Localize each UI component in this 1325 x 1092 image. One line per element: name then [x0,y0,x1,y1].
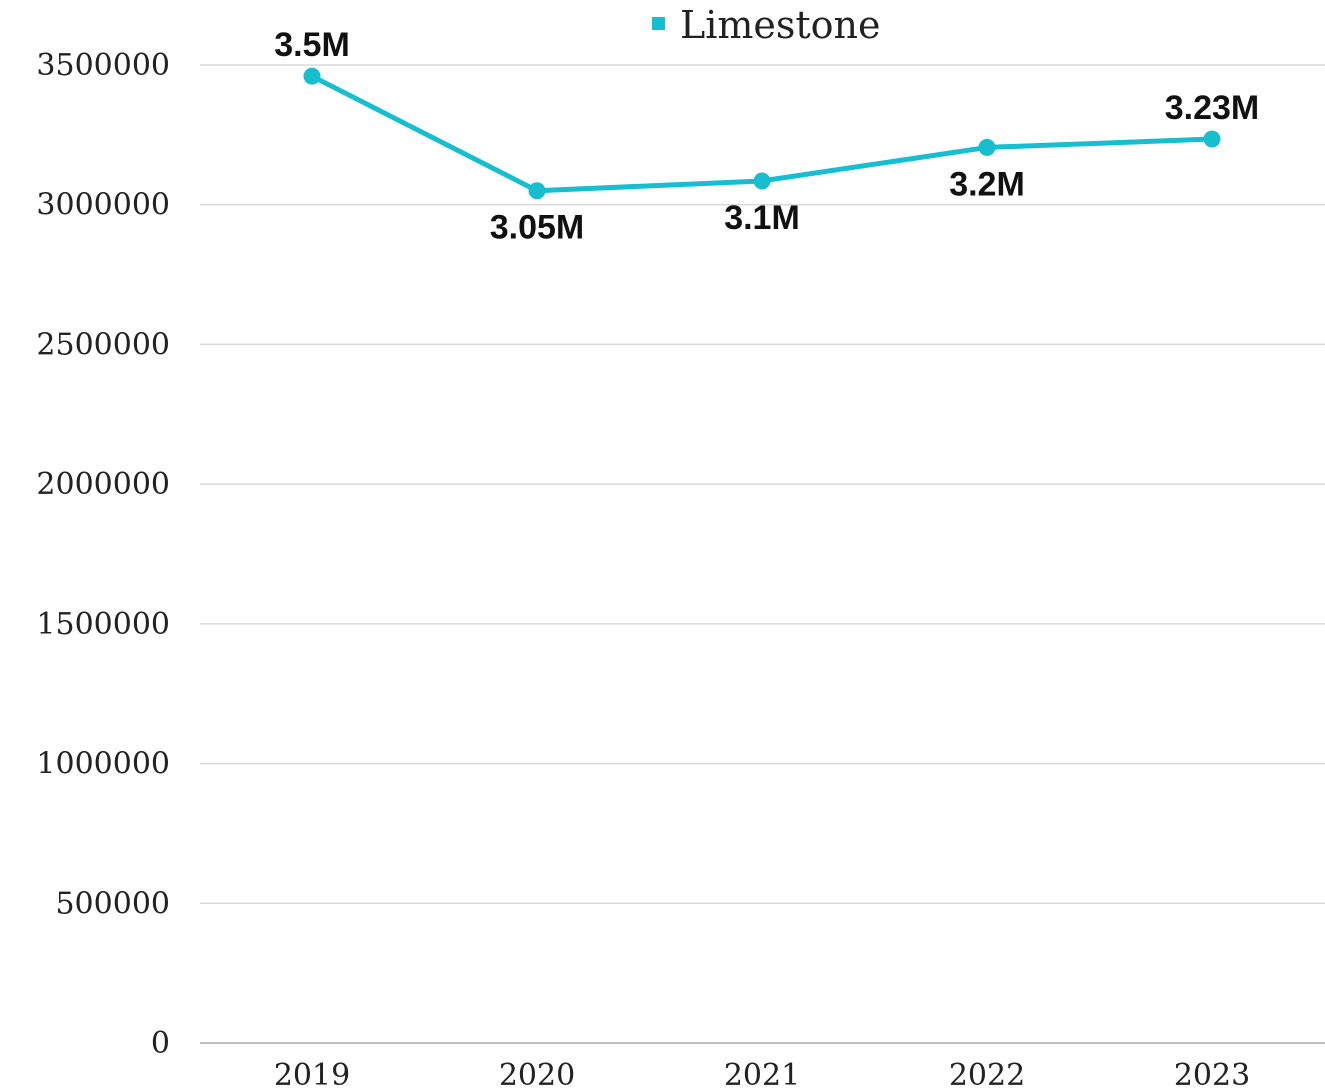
y-tick-label: 3000000 [36,188,170,223]
y-tick-label: 3500000 [36,48,170,83]
x-tick-label: 2019 [274,1058,350,1092]
data-point[interactable] [1203,130,1221,148]
y-tick-label: 500000 [55,886,170,921]
data-point[interactable] [528,182,546,200]
y-tick-label: 0 [151,1026,170,1061]
data-label: 3.05M [490,209,585,247]
data-label: 3.2M [949,165,1025,203]
x-tick-label: 2021 [724,1058,800,1092]
series-limestone [303,67,1221,200]
y-axis-ticks: 0 500000 1000000 1500000 2000000 2500000 30000… [36,48,170,1061]
data-labels: 3.5M 3.05M 3.1M 3.2M 3.23M [274,26,1259,247]
legend-marker [652,17,665,30]
legend-label: Limestone [680,3,881,47]
y-tick-label: 2500000 [36,327,170,362]
x-tick-label: 2020 [499,1058,575,1092]
y-tick-label: 1000000 [36,747,170,782]
y-tick-label: 2000000 [36,467,170,502]
data-label: 3.5M [274,26,350,64]
x-axis-ticks: 2019 2020 2021 2022 2023 [274,1058,1250,1092]
x-tick-label: 2022 [949,1058,1025,1092]
data-label: 3.1M [724,199,800,237]
y-tick-label: 1500000 [36,607,170,642]
legend[interactable]: Limestone [652,3,881,47]
data-point[interactable] [978,138,996,156]
data-label: 3.23M [1165,89,1260,127]
data-point[interactable] [303,67,321,85]
gridlines [200,64,1325,1044]
x-tick-label: 2023 [1174,1058,1250,1092]
data-point[interactable] [753,172,771,190]
